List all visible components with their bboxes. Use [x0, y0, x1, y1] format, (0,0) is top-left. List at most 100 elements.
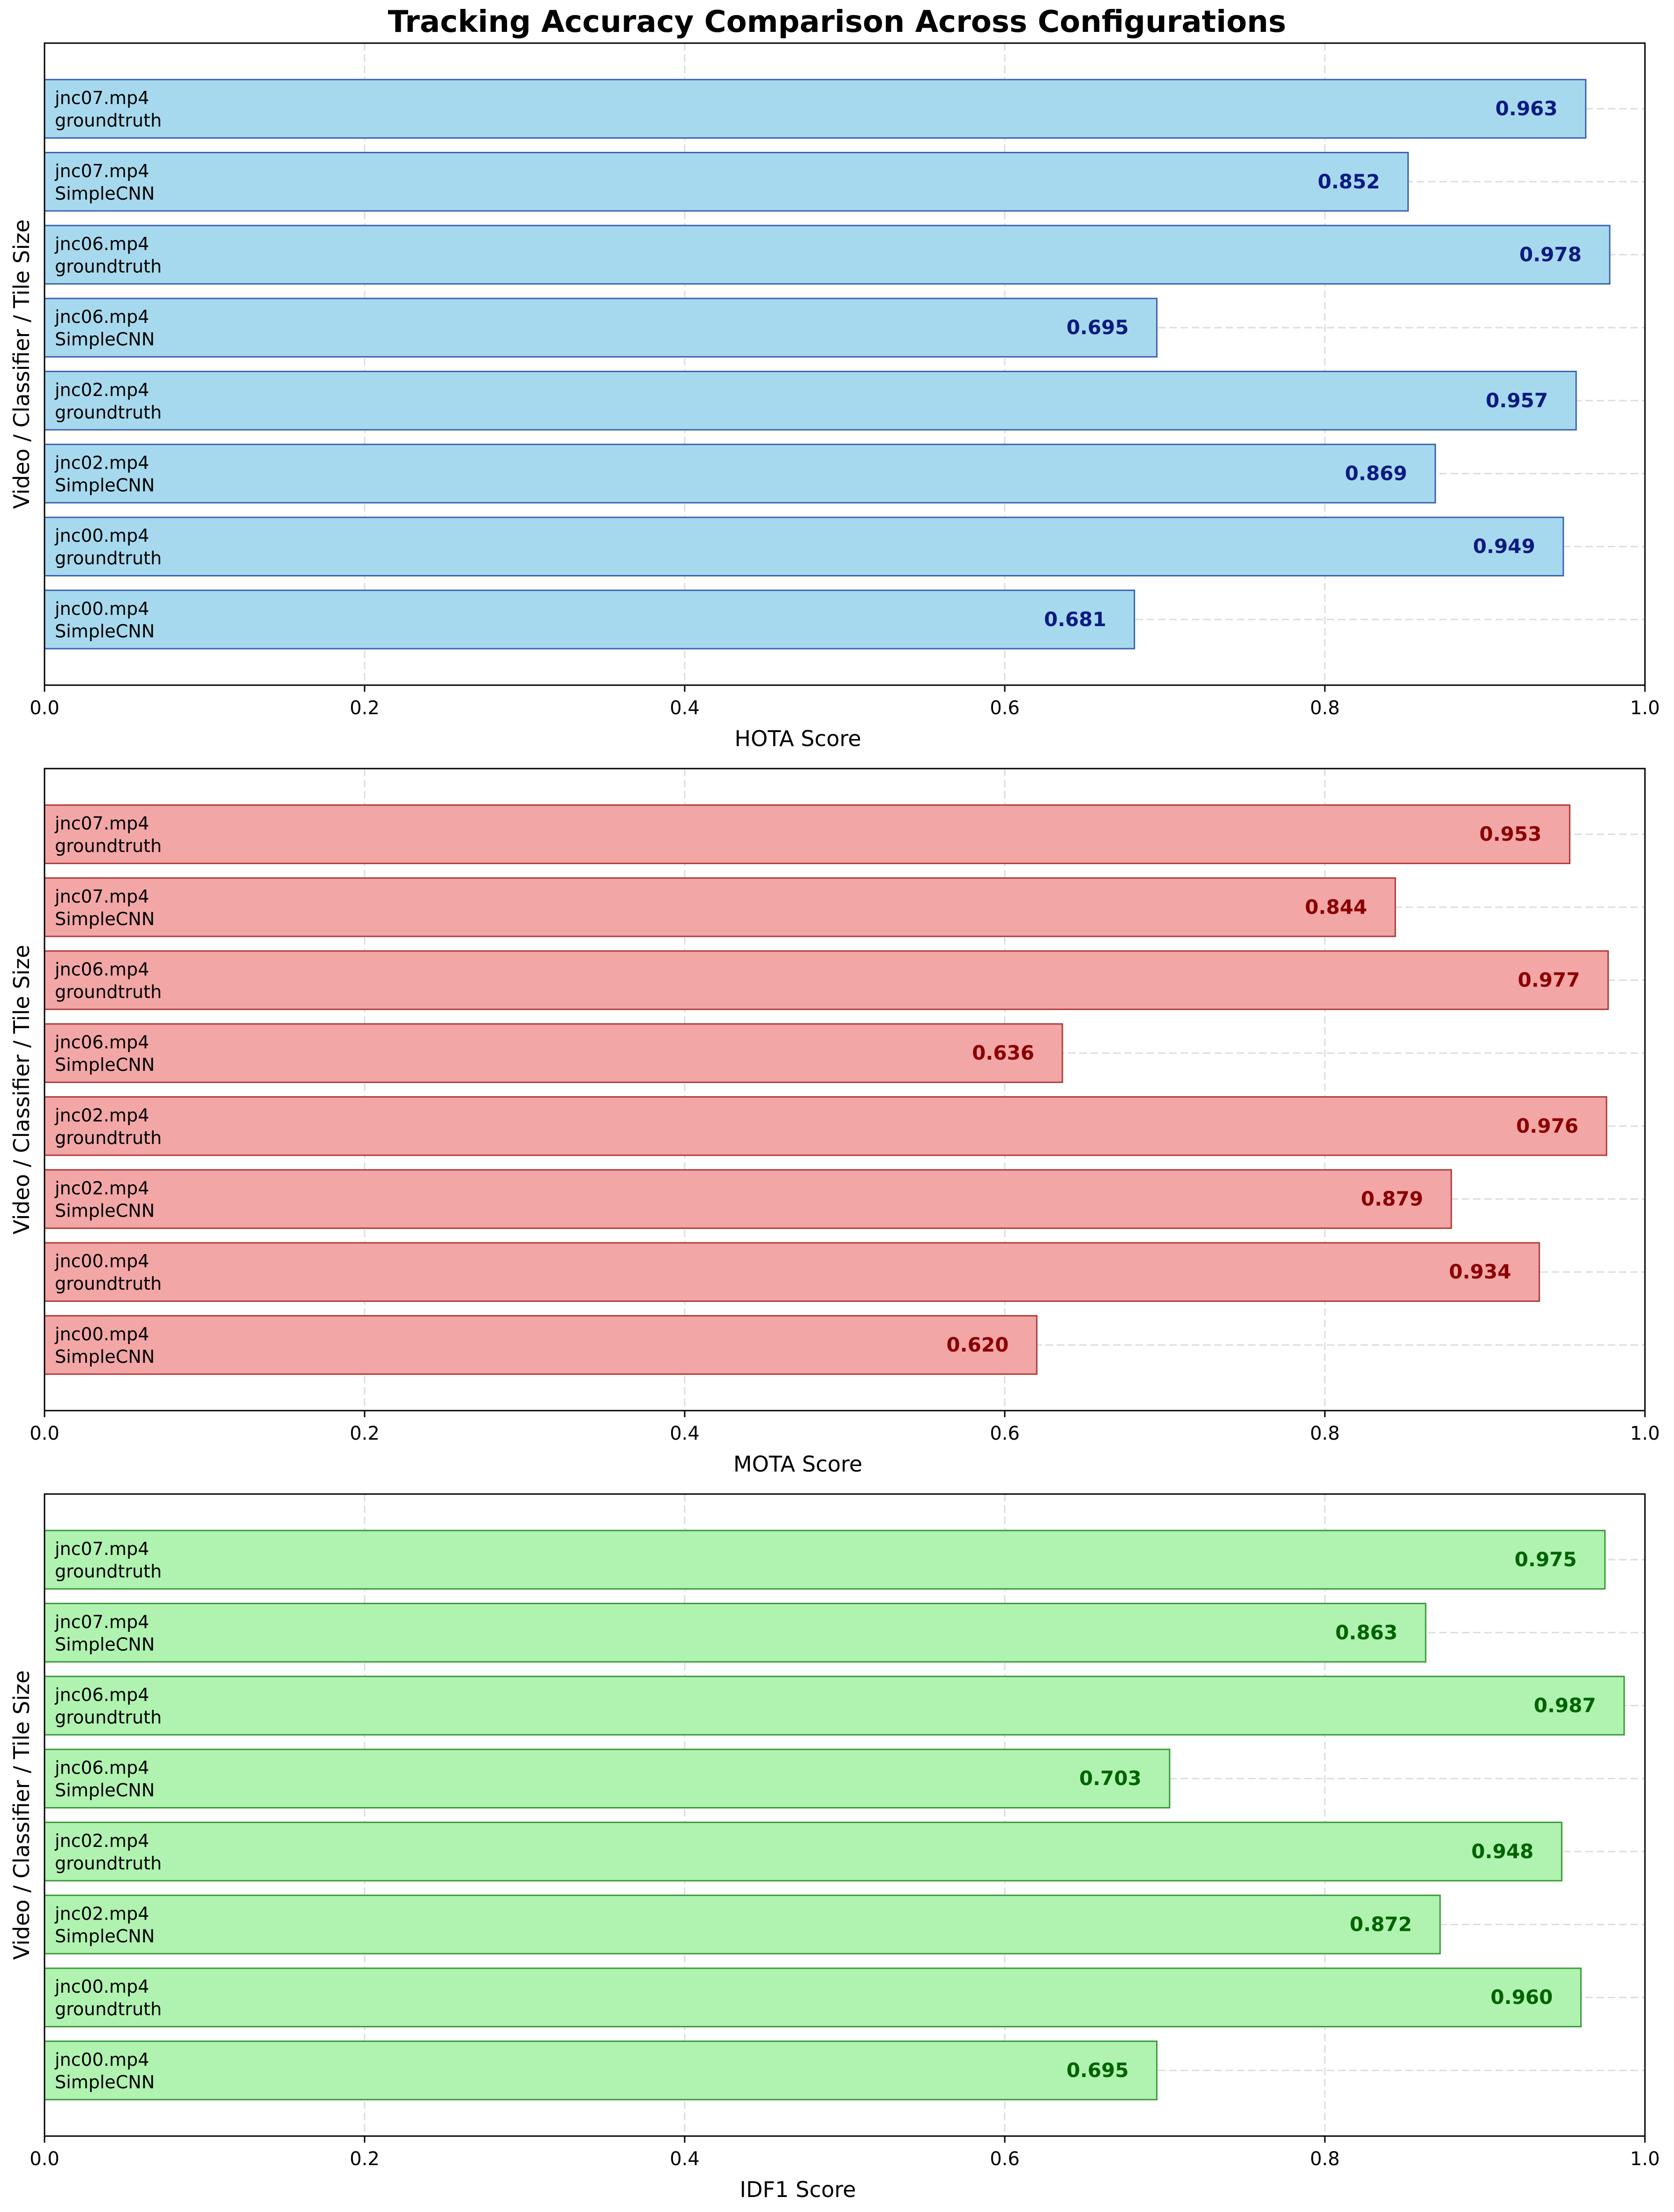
bar [44, 1023, 1063, 1083]
bar-value-label: 0.977 [1518, 968, 1580, 991]
bar-category-classifier: groundtruth [55, 256, 162, 276]
plot-frame [44, 1493, 1646, 2137]
bar-value-label: 0.976 [1516, 1114, 1578, 1137]
bar-value-label: 0.869 [1345, 462, 1407, 485]
bar-category-video: jnc06.mp4 [54, 306, 149, 327]
bar-category-video: jnc00.mp4 [54, 1251, 149, 1271]
bar-category-video: jnc02.mp4 [54, 1105, 149, 1126]
bar-value-label: 0.963 [1495, 97, 1558, 120]
bar-value-label: 0.681 [1044, 608, 1106, 631]
bar [44, 1242, 1540, 1302]
bar-category-video: jnc00.mp4 [54, 598, 149, 619]
bar-category-classifier: groundtruth [55, 1561, 162, 1582]
bar-value-label: 0.703 [1079, 1767, 1142, 1790]
bar [44, 2040, 1158, 2100]
bar-category-classifier: SimpleCNN [55, 475, 155, 496]
bar-category-video: jnc00.mp4 [54, 525, 149, 546]
bar-value-label: 0.934 [1449, 1260, 1511, 1283]
bar-category-video: jnc00.mp4 [54, 1976, 149, 1997]
bar [44, 224, 1611, 285]
chart-panel-idf1: jnc07.mp4groundtruth0.975jnc07.mp4Simple… [9, 1493, 1660, 2202]
bar [44, 79, 1587, 139]
bar [44, 1096, 1607, 1156]
bar-category-classifier: SimpleCNN [55, 329, 155, 350]
bar-category-classifier: groundtruth [55, 1273, 162, 1294]
bar-value-label: 0.863 [1335, 1621, 1397, 1644]
x-tick-label: 0.2 [350, 1423, 380, 1444]
bar-category-classifier: groundtruth [55, 981, 162, 1002]
bar-category-video: jnc06.mp4 [54, 1757, 149, 1778]
bar-category-classifier: SimpleCNN [55, 1926, 155, 1947]
bar-category-classifier: SimpleCNN [55, 909, 155, 929]
bar-category-classifier: groundtruth [55, 1853, 162, 1874]
x-tick-label: 1.0 [1630, 697, 1660, 719]
bar [44, 1749, 1171, 1808]
x-tick-label: 0.0 [30, 2148, 60, 2170]
bar-category-video: jnc07.mp4 [54, 1539, 149, 1559]
bar-category-video: jnc06.mp4 [54, 233, 149, 254]
bar-category-classifier: SimpleCNN [55, 1201, 155, 1221]
x-tick-label: 0.6 [990, 697, 1020, 719]
bar [44, 298, 1158, 358]
bar [44, 1894, 1441, 1955]
chart-panel-mota: jnc07.mp4groundtruth0.953jnc07.mp4Simple… [9, 768, 1660, 1477]
bar [44, 1603, 1427, 1663]
bar-category-classifier: groundtruth [55, 1999, 162, 2019]
y-axis-label: Video / Classifier / Tile Size [9, 945, 34, 1234]
bar-category-video: jnc07.mp4 [54, 886, 149, 907]
page-title: Tracking Accuracy Comparison Across Conf… [388, 5, 1286, 39]
x-tick-label: 0.2 [350, 2148, 380, 2170]
bar-category-video: jnc07.mp4 [54, 1612, 149, 1632]
bar-category-classifier: SimpleCNN [55, 183, 155, 204]
x-tick-label: 0.6 [990, 2148, 1020, 2170]
x-tick-label: 0.0 [30, 697, 60, 719]
x-tick-label: 1.0 [1630, 1423, 1660, 1444]
x-tick-label: 0.4 [670, 1423, 700, 1444]
bar-value-label: 0.620 [946, 1333, 1009, 1356]
bar-category-classifier: SimpleCNN [55, 1634, 155, 1655]
bar-category-video: jnc02.mp4 [54, 1178, 149, 1199]
x-tick-label: 0.8 [1310, 1423, 1340, 1444]
bar-category-classifier: SimpleCNN [55, 1054, 155, 1075]
bar-category-video: jnc06.mp4 [54, 1684, 149, 1705]
bar [44, 804, 1570, 864]
bar-category-classifier: groundtruth [55, 836, 162, 856]
plot-frame [44, 42, 1646, 686]
bar-category-classifier: groundtruth [55, 402, 162, 423]
bar-category-video: jnc02.mp4 [54, 1904, 149, 1924]
plot-frame [44, 768, 1646, 1412]
bar [44, 950, 1609, 1010]
bar-value-label: 0.948 [1472, 1840, 1534, 1863]
bar-category-video: jnc02.mp4 [54, 380, 149, 400]
bar-value-label: 0.960 [1491, 1986, 1553, 2009]
bar-category-classifier: groundtruth [55, 1128, 162, 1148]
bar-category-video: jnc02.mp4 [54, 1831, 149, 1851]
bar-value-label: 0.636 [972, 1041, 1034, 1064]
bar-value-label: 0.978 [1519, 243, 1582, 266]
bar-category-classifier: SimpleCNN [55, 1346, 155, 1367]
y-axis-label: Video / Classifier / Tile Size [9, 219, 34, 509]
bar-value-label: 0.695 [1067, 316, 1129, 339]
bar-value-label: 0.852 [1318, 170, 1380, 193]
bar [44, 877, 1396, 937]
bar [44, 1315, 1038, 1375]
bar [44, 590, 1136, 650]
chart-panel-hota: jnc07.mp4groundtruth0.963jnc07.mp4Simple… [9, 42, 1660, 751]
x-tick-label: 0.0 [30, 1423, 60, 1444]
bar-category-video: jnc00.mp4 [54, 2049, 149, 2070]
x-tick-label: 0.6 [990, 1423, 1020, 1444]
bar-value-label: 0.949 [1473, 535, 1535, 558]
bar [44, 1822, 1562, 1882]
bar-category-classifier: SimpleCNN [55, 2072, 155, 2092]
bar-category-classifier: groundtruth [55, 110, 162, 131]
bar-category-classifier: groundtruth [55, 548, 162, 568]
bar-category-video: jnc06.mp4 [54, 959, 149, 979]
bar [44, 1675, 1625, 1736]
bar-value-label: 0.844 [1305, 896, 1367, 919]
bar-category-video: jnc07.mp4 [54, 161, 149, 181]
bar-value-label: 0.695 [1067, 2059, 1129, 2082]
bar-category-classifier: groundtruth [55, 1707, 162, 1727]
bar-category-video: jnc07.mp4 [54, 813, 149, 834]
bar [44, 152, 1409, 212]
